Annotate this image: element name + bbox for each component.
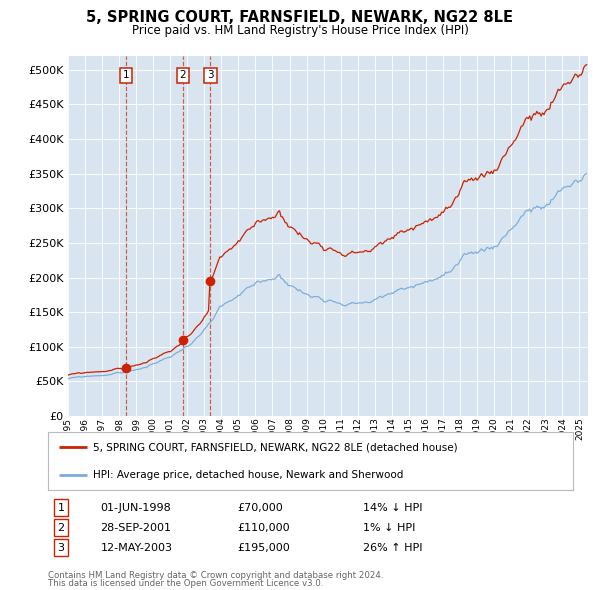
Text: 28-SEP-2001: 28-SEP-2001 bbox=[101, 523, 172, 533]
Text: £195,000: £195,000 bbox=[237, 543, 290, 553]
Text: 12-MAY-2003: 12-MAY-2003 bbox=[101, 543, 173, 553]
Text: 3: 3 bbox=[207, 70, 214, 80]
Text: 26% ↑ HPI: 26% ↑ HPI bbox=[363, 543, 422, 553]
Text: This data is licensed under the Open Government Licence v3.0.: This data is licensed under the Open Gov… bbox=[48, 579, 323, 588]
Text: 5, SPRING COURT, FARNSFIELD, NEWARK, NG22 8LE: 5, SPRING COURT, FARNSFIELD, NEWARK, NG2… bbox=[86, 11, 514, 25]
Text: 1: 1 bbox=[58, 503, 65, 513]
Text: 01-JUN-1998: 01-JUN-1998 bbox=[101, 503, 171, 513]
Text: Contains HM Land Registry data © Crown copyright and database right 2024.: Contains HM Land Registry data © Crown c… bbox=[48, 571, 383, 579]
Text: £110,000: £110,000 bbox=[237, 523, 290, 533]
Text: 3: 3 bbox=[58, 543, 65, 553]
Text: 2: 2 bbox=[179, 70, 186, 80]
Text: 2: 2 bbox=[58, 523, 65, 533]
Text: 14% ↓ HPI: 14% ↓ HPI bbox=[363, 503, 422, 513]
Text: HPI: Average price, detached house, Newark and Sherwood: HPI: Average price, detached house, Newa… bbox=[92, 470, 403, 480]
Text: Price paid vs. HM Land Registry's House Price Index (HPI): Price paid vs. HM Land Registry's House … bbox=[131, 24, 469, 37]
Text: 1% ↓ HPI: 1% ↓ HPI bbox=[363, 523, 415, 533]
Text: 1: 1 bbox=[123, 70, 130, 80]
Text: 5, SPRING COURT, FARNSFIELD, NEWARK, NG22 8LE (detached house): 5, SPRING COURT, FARNSFIELD, NEWARK, NG2… bbox=[92, 442, 457, 453]
Text: £70,000: £70,000 bbox=[237, 503, 283, 513]
